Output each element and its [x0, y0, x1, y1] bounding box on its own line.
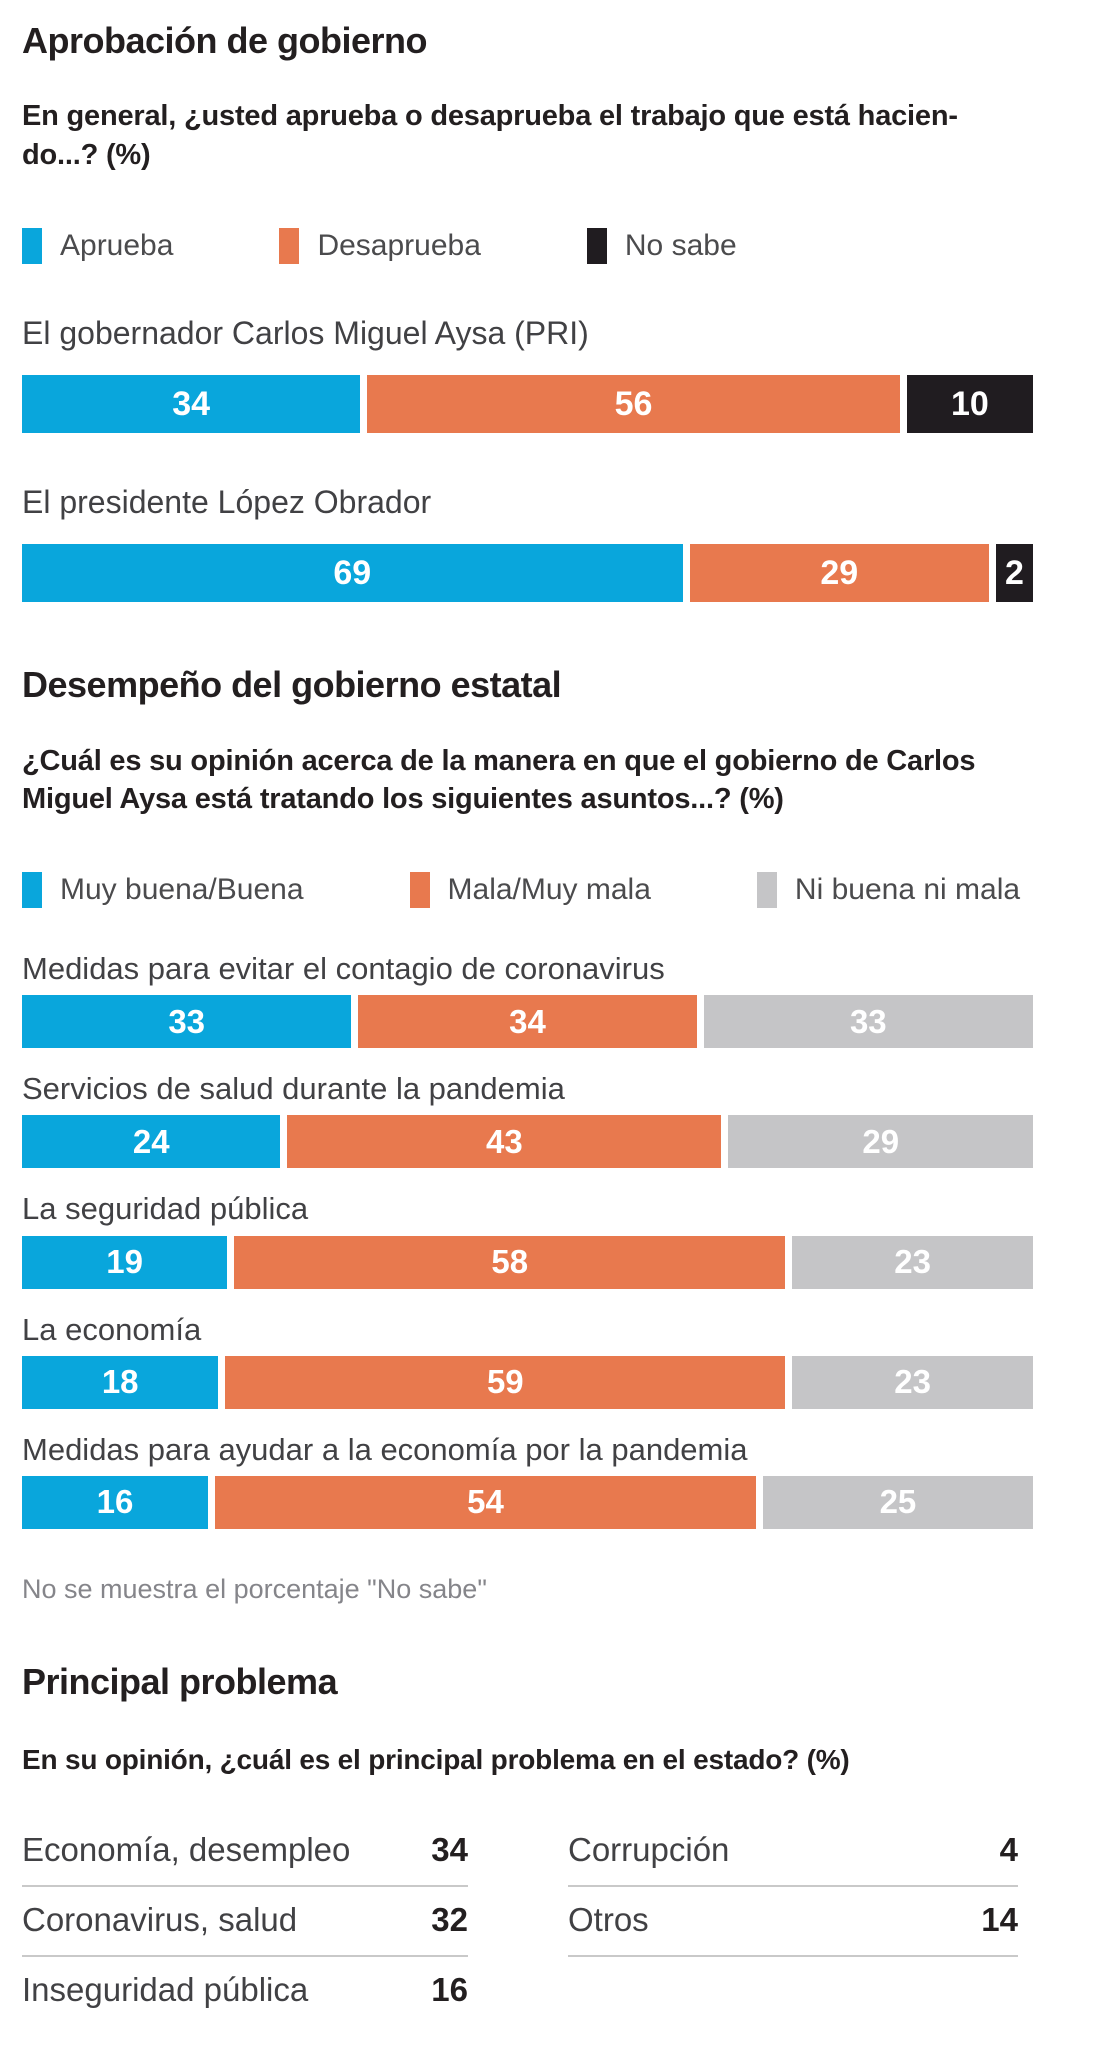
desaprueba-swatch-icon — [279, 227, 300, 264]
bar-category-label: El presidente López Obrador — [22, 484, 432, 521]
legend-label: Ni buena ni mala — [794, 873, 1021, 907]
section-title: Principal problema — [22, 1661, 338, 1703]
bar-segment: 23 — [792, 1235, 1033, 1289]
problem-label: Corrupción — [568, 1831, 730, 1869]
stacked-bar: 33 34 33 — [22, 995, 1033, 1049]
stacked-bar: 19 58 23 — [22, 1235, 1033, 1289]
problem-row: Inseguridad pública 16 — [22, 1963, 468, 2025]
problem-label: Otros — [568, 1901, 649, 1939]
bar-segment: 23 — [792, 1355, 1033, 1409]
bar-segment: 16 — [22, 1475, 209, 1529]
aprueba-swatch-icon — [22, 227, 42, 264]
stacked-bar: 24 43 29 — [22, 1115, 1034, 1169]
problem-value: 14 — [981, 1901, 1018, 1939]
bar-category-label: Medidas para ayudar a la economía por la… — [22, 1431, 748, 1467]
problem-row: Coronavirus, salud 32 — [22, 1893, 468, 1958]
approval-stacked-bar-chart: El gobernador Carlos Miguel Aysa (PRI) 34… — [22, 314, 1033, 603]
bar-segment: 33 — [703, 995, 1033, 1049]
bar-category-label: Medidas para evitar el contagio de coron… — [22, 951, 665, 987]
problem-value: 32 — [431, 1901, 468, 1939]
stacked-bar: 69 29 2 — [22, 544, 1033, 603]
bar-segment: 43 — [287, 1115, 722, 1169]
legend-label: Aprueba — [60, 228, 174, 262]
bar-segment: 2 — [996, 544, 1033, 603]
stacked-bar: 16 54 25 — [22, 1475, 1033, 1529]
section-principal-problema: Principal problema En su opinión, ¿cuál … — [22, 1661, 1095, 2025]
bar-category-label: La economía — [22, 1311, 202, 1347]
section-desempeno-gobierno-estatal: Desempeño del gobierno estatal ¿Cuál es … — [22, 664, 1095, 1605]
bar-segment: 69 — [22, 544, 683, 603]
bar-segment: 25 — [762, 1475, 1033, 1529]
bar-segment: 58 — [234, 1235, 786, 1289]
problem-value: 4 — [999, 1831, 1018, 1869]
legend-performance: Muy buena/Buena Mala/Muy mala Ni buena n… — [22, 872, 1095, 909]
stacked-bar: 34 56 10 — [22, 375, 1033, 434]
stacked-bar: 18 59 23 — [22, 1355, 1033, 1409]
legend-approval: Aprueba Desaprueba No sabe — [22, 227, 1095, 264]
mala-swatch-icon — [409, 872, 430, 909]
section-title: Desempeño del gobierno estatal — [22, 664, 562, 706]
problems-table: Economía, desempleo 34 Coronavirus, salud 3… — [22, 1823, 1095, 2025]
bar-segment: 24 — [22, 1115, 281, 1169]
problem-row: Economía, desempleo 34 — [22, 1823, 468, 1888]
legend-label: Mala/Muy mala — [447, 873, 651, 907]
problem-row: Otros 14 — [568, 1893, 1018, 1958]
bar-segment: 34 — [358, 995, 697, 1049]
problem-label: Inseguridad pública — [22, 1971, 309, 2009]
bar-segment: 29 — [689, 544, 990, 603]
bar-category-label: La seguridad pública — [22, 1191, 309, 1227]
section-aprobacion-de-gobierno: Aprobación de gobierno En general, ¿uste… — [22, 20, 1095, 603]
muy-buena-swatch-icon — [22, 872, 42, 909]
footnote: No se muestra el porcentaje "No sabe" — [22, 1573, 487, 1604]
problem-value: 16 — [431, 1971, 468, 2009]
legend-label: Desaprueba — [317, 228, 481, 262]
bar-segment: 54 — [215, 1475, 756, 1529]
problem-value: 34 — [431, 1831, 468, 1869]
section-title: Aprobación de gobierno — [22, 20, 428, 61]
bar-segment: 19 — [22, 1235, 228, 1289]
problem-label: Coronavirus, salud — [22, 1901, 298, 1939]
problems-column-right: Corrupción 4 Otros 14 — [568, 1823, 1018, 2025]
legend-item-muy-buena: Muy buena/Buena — [22, 872, 304, 909]
bar-segment: 18 — [22, 1355, 219, 1409]
section-question: En general, ¿usted aprueba o desaprueba … — [22, 100, 958, 171]
problems-column-left: Economía, desempleo 34 Coronavirus, salud 3… — [22, 1823, 468, 2025]
legend-item-mala: Mala/Muy mala — [409, 872, 651, 909]
bar-category-label: El gobernador Carlos Miguel Aysa (PRI) — [22, 314, 589, 351]
legend-label: No sabe — [624, 228, 737, 262]
ni-buena-ni-mala-swatch-icon — [756, 872, 777, 909]
problem-label: Economía, desempleo — [22, 1831, 351, 1869]
bar-segment: 10 — [906, 375, 1033, 434]
performance-stacked-bar-chart: Medidas para evitar el contagio de coron… — [22, 951, 1034, 1529]
legend-item-ni-buena-ni-mala: Ni buena ni mala — [756, 872, 1021, 909]
bar-segment: 56 — [367, 375, 900, 434]
legend-item-desaprueba: Desaprueba — [279, 227, 481, 264]
bar-segment: 59 — [225, 1355, 786, 1409]
section-question: En su opinión, ¿cuál es el principal pro… — [22, 1744, 850, 1776]
problem-row: Corrupción 4 — [568, 1823, 1018, 1888]
legend-label: Muy buena/Buena — [60, 873, 304, 907]
bar-segment: 34 — [22, 375, 361, 434]
bar-category-label: Servicios de salud durante la pandemia — [22, 1071, 565, 1107]
legend-item-no-sabe: No sabe — [586, 227, 737, 264]
bar-segment: 29 — [728, 1115, 1034, 1169]
legend-item-aprueba: Aprueba — [22, 227, 174, 264]
bar-segment: 33 — [22, 995, 352, 1049]
no-sabe-swatch-icon — [586, 227, 607, 264]
section-question: ¿Cuál es su opinión acerca de la manera … — [22, 744, 976, 815]
